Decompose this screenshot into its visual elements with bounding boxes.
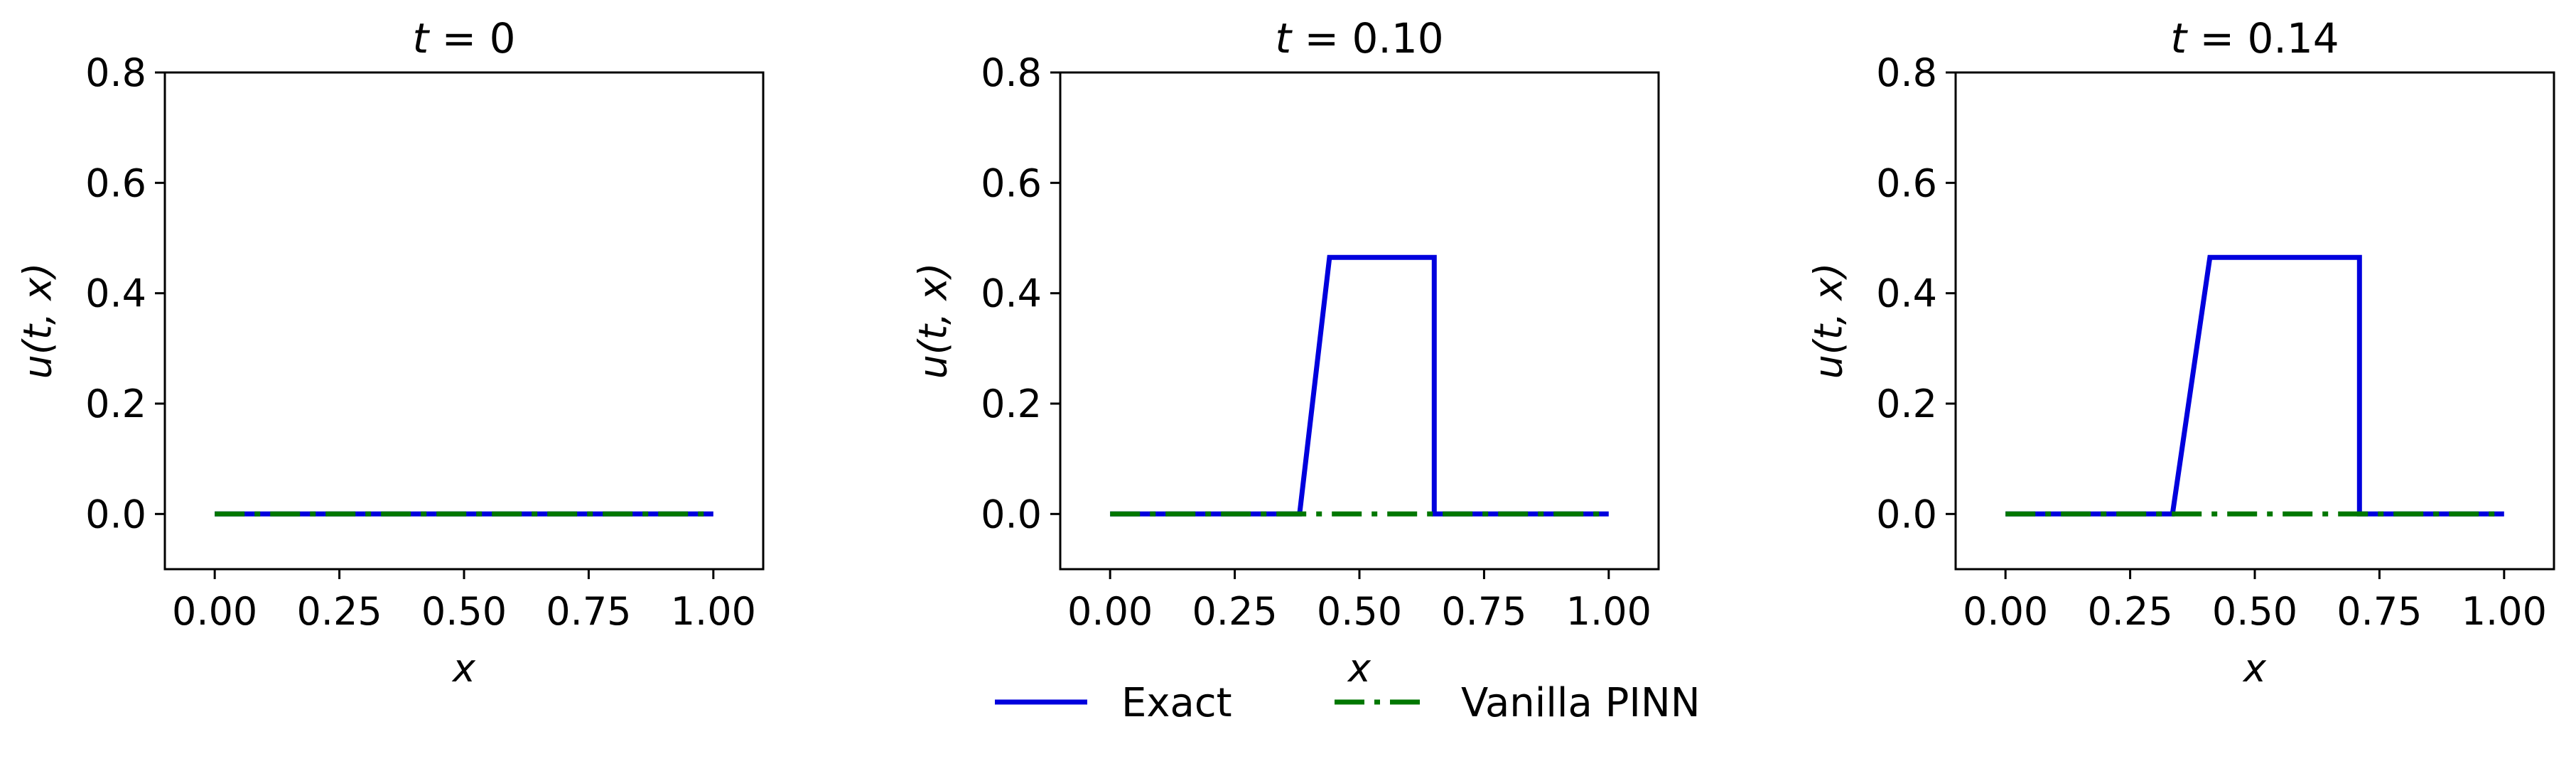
series-exact-line xyxy=(2005,254,2504,517)
x-tick-label: 1.00 xyxy=(1566,589,1651,634)
panel-1: 0.00 0.25 0.50 0.75 1.00 0.0 0.2 0.4 0.6 0.8 x u(t,… xyxy=(16,14,765,691)
legend-entry-vanilla-pinn: Vanilla PINN xyxy=(1335,680,1701,726)
x-axis-label: x xyxy=(2242,646,2267,691)
y-tick-label: 0.6 xyxy=(1876,161,1937,205)
x-tick-label: 0.25 xyxy=(2087,589,2172,634)
panel-title: t = 0.14 xyxy=(2170,14,2339,63)
y-tick-label: 0.2 xyxy=(981,382,1042,426)
y-tick-label: 0.8 xyxy=(1876,50,1937,95)
y-tick-label: 0.4 xyxy=(981,271,1042,316)
y-tick-label: 0.8 xyxy=(981,50,1042,95)
y-tick-label: 0.8 xyxy=(85,50,146,95)
x-tick-label: 0.75 xyxy=(546,589,631,634)
plot-frame xyxy=(1954,71,2555,571)
y-axis-label: u(t, x) xyxy=(16,263,60,379)
x-tick-label: 0.00 xyxy=(1067,589,1153,634)
panel-title: t = 0 xyxy=(412,14,515,63)
panel-3: 0.00 0.25 0.50 0.75 1.00 0.0 0.2 0.4 0.6 0.8 x u(t,… xyxy=(1806,14,2555,691)
x-tick-label: 1.00 xyxy=(671,589,756,634)
x-tick-label: 0.50 xyxy=(421,589,507,634)
x-tick-label: 0.25 xyxy=(296,589,382,634)
y-tick-label: 0.4 xyxy=(1876,271,1937,316)
plot-frame xyxy=(1059,71,1660,571)
legend-label: Exact xyxy=(1121,680,1232,726)
panel-2: 0.00 0.25 0.50 0.75 1.00 0.0 0.2 0.4 0.6 0.8 x u(t,… xyxy=(911,14,1660,691)
y-tick-label: 0.2 xyxy=(85,382,146,426)
x-tick-label: 0.75 xyxy=(2337,589,2422,634)
plot-frame xyxy=(163,71,765,571)
x-tick-label: 0.00 xyxy=(172,589,257,634)
x-tick-label: 0.75 xyxy=(1441,589,1526,634)
panel-title: t = 0.10 xyxy=(1275,14,1443,63)
y-tick-label: 0.6 xyxy=(981,161,1042,205)
y-tick-label: 0.0 xyxy=(981,492,1042,536)
y-axis-label: u(t, x) xyxy=(1806,263,1851,379)
legend-entry-exact: Exact xyxy=(995,680,1232,726)
series-exact-line xyxy=(1110,254,1609,517)
y-tick-label: 0.0 xyxy=(1876,492,1937,536)
y-tick-label: 0.0 xyxy=(85,492,146,536)
x-tick-label: 1.00 xyxy=(2462,589,2547,634)
x-tick-label: 0.50 xyxy=(2212,589,2297,634)
y-axis-label: u(t, x) xyxy=(911,263,956,379)
legend-label: Vanilla PINN xyxy=(1461,680,1701,726)
x-axis-label: x xyxy=(1347,646,1371,691)
x-tick-label: 0.50 xyxy=(1317,589,1402,634)
y-tick-label: 0.6 xyxy=(85,161,146,205)
x-tick-label: 0.25 xyxy=(1192,589,1277,634)
legend: Exact Vanilla PINN xyxy=(995,680,1701,726)
x-tick-label: 0.00 xyxy=(1963,589,2048,634)
x-axis-label: x xyxy=(451,646,476,691)
y-tick-label: 0.4 xyxy=(85,271,146,316)
y-tick-label: 0.2 xyxy=(1876,382,1937,426)
